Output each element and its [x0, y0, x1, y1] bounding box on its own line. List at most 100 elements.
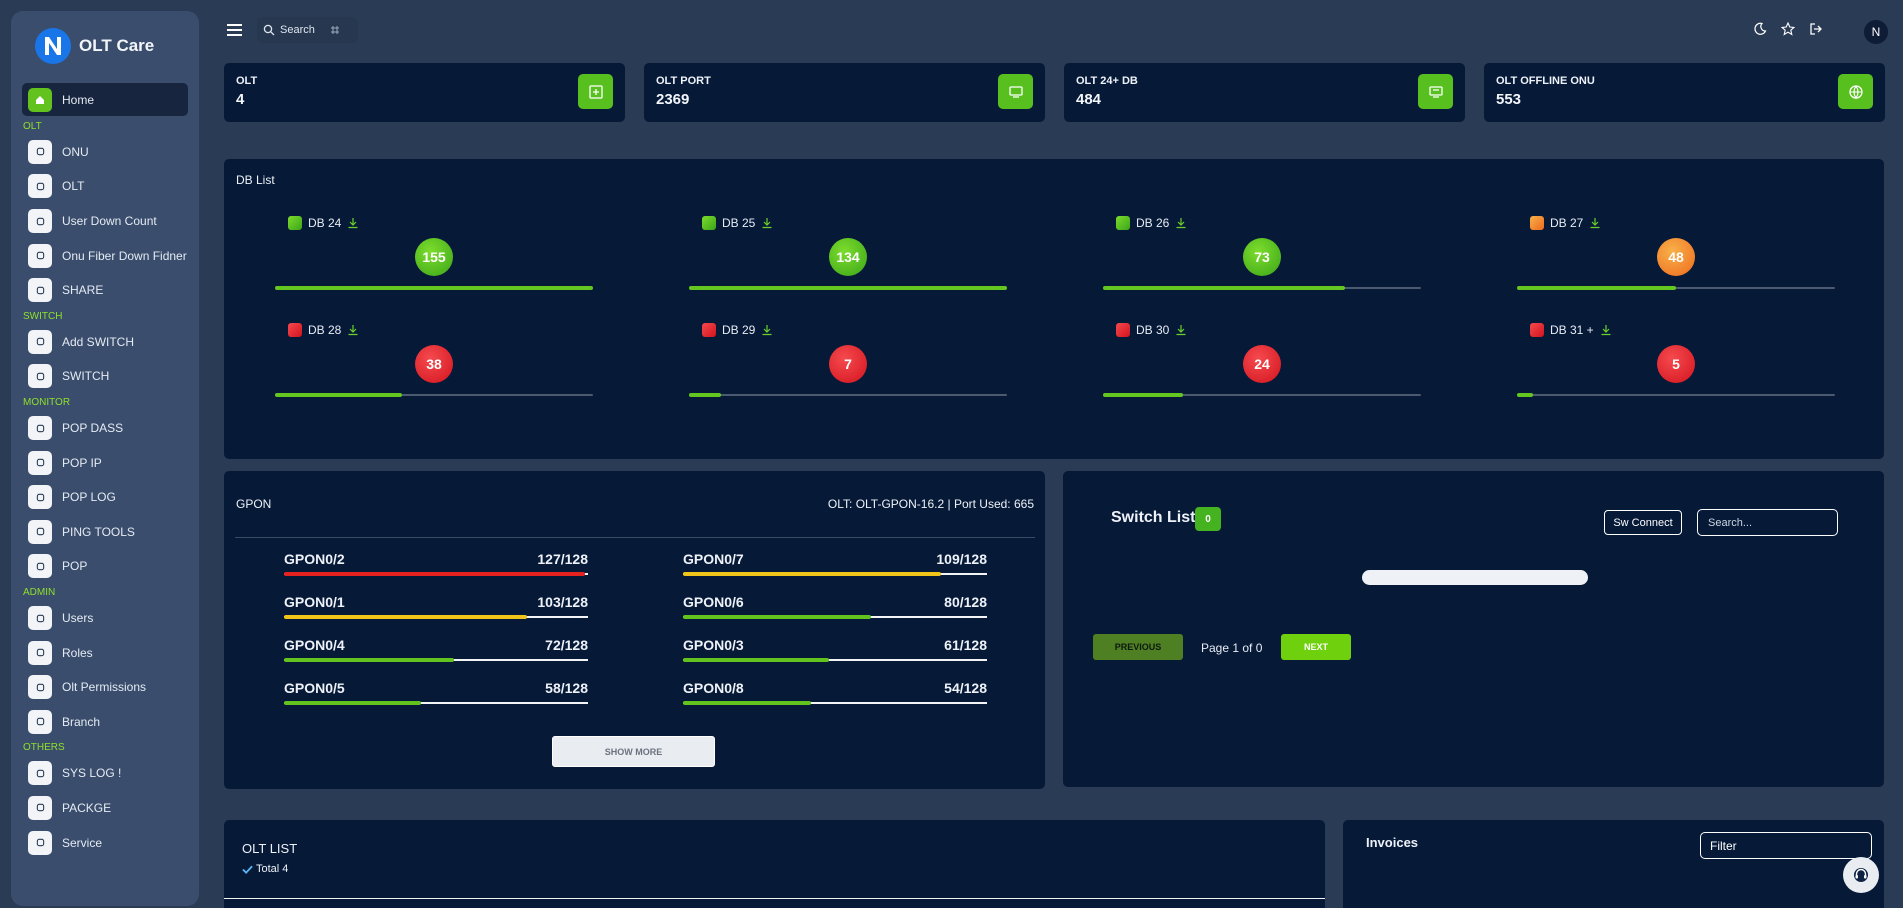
- pop-dass-icon: [28, 416, 52, 441]
- gpon-progress-fill: [683, 701, 811, 705]
- db-progress-track: [1517, 286, 1835, 290]
- gpon-progress-fill: [683, 572, 942, 576]
- show-more-button[interactable]: SHOW MORE: [552, 736, 715, 767]
- brand[interactable]: OLT Care: [35, 28, 154, 64]
- db-stat-icon[interactable]: [1418, 74, 1453, 109]
- stat-label: OLT PORT: [656, 75, 711, 87]
- support-headset-icon[interactable]: [1843, 857, 1879, 893]
- db-count-badge: 134: [829, 238, 867, 276]
- db-list-panel: DB List DB 24 155 DB 25 134 DB 26 73 DB 27 48 DB…: [224, 159, 1884, 459]
- sidebar-item-switch[interactable]: SWITCH: [11, 359, 199, 394]
- invoices-filter-input[interactable]: Filter: [1700, 832, 1872, 859]
- gpon-progress-fill: [284, 658, 455, 662]
- logout-icon[interactable]: [1809, 22, 1823, 36]
- sidebar-item-service[interactable]: Service: [11, 825, 199, 860]
- gpon-progress-fill: [683, 615, 872, 619]
- sidebar-item-pop-log[interactable]: POP LOG: [11, 480, 199, 515]
- sidebar-item-olt[interactable]: OLT: [11, 169, 199, 204]
- sidebar-item-label: POP: [62, 559, 88, 574]
- sidebar-item-users[interactable]: Users: [11, 601, 199, 636]
- section-title: MONITOR: [23, 396, 71, 408]
- section-title: SWITCH: [23, 310, 63, 322]
- download-icon[interactable]: [1600, 324, 1612, 336]
- sidebar-item-add-switch[interactable]: Add SWITCH: [11, 325, 199, 360]
- stat-card-offline-onu: OLT OFFLINE ONU 553: [1484, 63, 1885, 122]
- sidebar-item-share[interactable]: SHARE: [11, 273, 199, 308]
- sidebar-item-label: Roles: [62, 645, 93, 660]
- gpon-port: GPON0/5 58/128: [284, 680, 588, 716]
- db-progress-track: [275, 286, 593, 290]
- download-icon[interactable]: [347, 217, 359, 229]
- sw-connect-button[interactable]: Sw Connect: [1604, 510, 1682, 535]
- sidebar-item-packge[interactable]: PACKGE: [11, 791, 199, 826]
- search-icon: [263, 24, 275, 36]
- branch-icon: [28, 709, 52, 734]
- download-icon[interactable]: [347, 324, 359, 336]
- sidebar-item-onu-fiber-down-fidner[interactable]: Onu Fiber Down Fidner: [11, 238, 199, 273]
- sidebar-item-pop-dass[interactable]: POP DASS: [11, 411, 199, 446]
- port-stat-icon[interactable]: [998, 74, 1033, 109]
- ping-icon: [28, 519, 52, 544]
- gpon-port: GPON0/7 109/128: [683, 551, 987, 587]
- download-icon[interactable]: [1175, 217, 1187, 229]
- roles-icon: [28, 640, 52, 665]
- db-item: DB 24 155: [275, 216, 593, 316]
- download-icon[interactable]: [761, 217, 773, 229]
- sidebar-item-label: SYS LOG !: [62, 766, 122, 781]
- gpon-port: GPON0/4 72/128: [284, 637, 588, 673]
- db-header: DB 29: [702, 323, 773, 337]
- avatar[interactable]: N: [1864, 20, 1888, 44]
- gpon-port-name: GPON0/1: [284, 594, 345, 610]
- sidebar-item-user-down-count[interactable]: User Down Count: [11, 204, 199, 239]
- download-icon[interactable]: [1589, 217, 1601, 229]
- db-label: DB 30: [1136, 323, 1170, 337]
- gpon-port-name: GPON0/3: [683, 637, 744, 653]
- stat-card-olt: OLT 4: [224, 63, 625, 122]
- pop-log-icon: [28, 485, 52, 510]
- sidebar-item-home[interactable]: Home: [22, 83, 188, 116]
- gpon-port-value: 109/128: [936, 551, 987, 567]
- switch-search-input[interactable]: [1697, 509, 1838, 536]
- top-actions: [1753, 22, 1823, 36]
- olt-list-title: OLT LIST: [242, 841, 298, 856]
- search-button[interactable]: Search: [257, 17, 358, 43]
- sidebar-item-onu[interactable]: ONU: [11, 135, 199, 170]
- status-square-icon: [1116, 323, 1130, 337]
- db-count-badge: 5: [1657, 345, 1695, 383]
- sidebar-item-pop-ip[interactable]: POP IP: [11, 445, 199, 480]
- stat-value: 553: [1496, 91, 1522, 108]
- download-icon[interactable]: [1175, 324, 1187, 336]
- gpon-title: GPON: [236, 497, 272, 511]
- db-header: DB 27: [1530, 216, 1601, 230]
- switch-list-title: Switch List: [1111, 509, 1196, 526]
- sidebar-item-branch[interactable]: Branch: [11, 705, 199, 740]
- gpon-port-value: 58/128: [545, 680, 588, 696]
- sidebar-item-label: OLT: [62, 179, 85, 194]
- db-header: DB 25: [702, 216, 773, 230]
- sidebar-item-ping-tools[interactable]: PING TOOLS: [11, 515, 199, 550]
- stat-label: OLT 24+ DB: [1076, 75, 1138, 87]
- gpon-progress-track: [683, 572, 987, 576]
- db-progress-track: [1103, 286, 1421, 290]
- globe-icon[interactable]: [1838, 74, 1873, 109]
- stat-value: 2369: [656, 91, 690, 108]
- section-title: OTHERS: [23, 742, 65, 754]
- sidebar-item-label: PACKGE: [62, 800, 112, 815]
- status-square-icon: [1530, 323, 1544, 337]
- menu-toggle-icon[interactable]: [226, 22, 244, 38]
- sidebar-item-pop[interactable]: POP: [11, 549, 199, 584]
- sidebar-item-sys-log[interactable]: SYS LOG !: [11, 756, 199, 791]
- download-icon[interactable]: [761, 324, 773, 336]
- previous-button[interactable]: PREVIOUS: [1093, 634, 1183, 660]
- next-button[interactable]: NEXT: [1281, 634, 1351, 660]
- sidebar-item-olt-permissions[interactable]: Olt Permissions: [11, 670, 199, 705]
- olt-stat-icon[interactable]: [578, 74, 613, 109]
- star-icon[interactable]: [1781, 22, 1795, 36]
- sidebar-item-roles[interactable]: Roles: [11, 635, 199, 670]
- switch-count-badge: 0: [1195, 507, 1221, 531]
- db-label: DB 26: [1136, 216, 1170, 230]
- stat-label: OLT: [236, 75, 258, 87]
- db-count-badge: 73: [1243, 238, 1281, 276]
- gpon-port: GPON0/3 61/128: [683, 637, 987, 673]
- moon-icon[interactable]: [1753, 22, 1767, 36]
